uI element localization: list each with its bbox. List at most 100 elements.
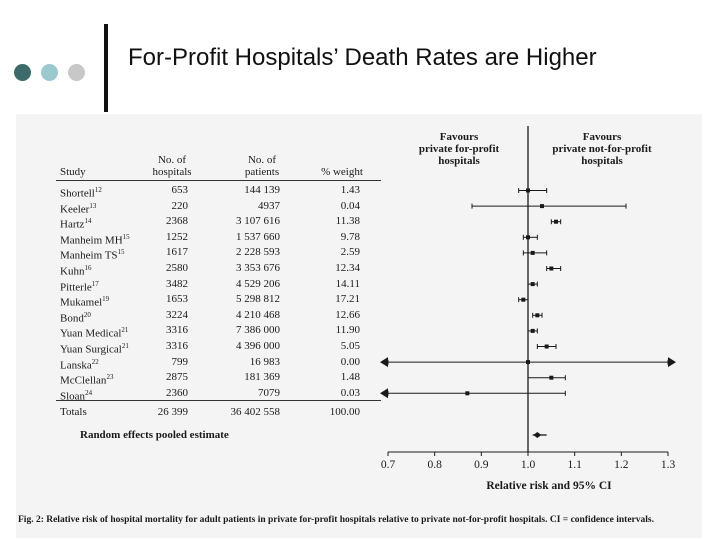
study-name: McClellan23	[60, 371, 113, 388]
study-name: Sloan24	[60, 387, 92, 404]
study-label: Keeler	[60, 203, 90, 216]
study-name: Keeler13	[60, 200, 96, 217]
point-estimate	[554, 219, 558, 224]
patients-value: 144 139	[244, 184, 280, 196]
point-estimate	[526, 188, 530, 193]
slide-title: For-Profit Hospitals’ Death Rates are Hi…	[128, 44, 597, 71]
weight-value: 11.90	[335, 324, 360, 337]
ci-arrow-left	[380, 357, 388, 368]
patients-value: 181 369	[244, 371, 280, 384]
study-ref: 14	[84, 217, 92, 226]
study-label: Mukamel	[60, 296, 103, 309]
x-tick-label: 1.1	[567, 459, 582, 471]
weight-value: 12.66	[335, 308, 360, 321]
caption-text: Relative risk of hospital mortality for …	[46, 515, 654, 525]
study-label: Manheim TS	[60, 250, 118, 263]
col-header-study: Study	[60, 166, 86, 178]
study-ref: 16	[84, 264, 92, 272]
hospitals-value: 3316	[166, 340, 188, 352]
x-axis-label: Relative risk and 95% CI	[486, 480, 612, 492]
hospitals-value: 2875	[166, 371, 188, 384]
study-name: Shortell12	[60, 184, 102, 201]
weight-value: 1.43	[340, 184, 360, 196]
point-estimate	[535, 313, 540, 318]
study-label: Yuan Surgical	[60, 343, 122, 356]
study-name: Bond20	[60, 309, 91, 326]
x-tick-label: 0.8	[427, 459, 442, 471]
weight-value: 12.34	[335, 262, 360, 274]
point-estimate	[544, 344, 549, 349]
study-ref: 24	[85, 388, 93, 397]
weight-value: 5.05	[340, 340, 360, 352]
weight-value: 0.04	[340, 199, 360, 212]
study-ref: 23	[106, 373, 114, 382]
study-label: Pitterle	[60, 281, 92, 294]
totals-patients: 36 402 558	[230, 406, 281, 418]
hospitals-value: 220	[171, 199, 189, 212]
study-ref: 20	[83, 310, 91, 319]
point-estimate	[530, 250, 535, 255]
forest-plot-figure: Study No. of hospitals No. of patients %…	[16, 114, 702, 538]
point-estimate	[526, 235, 530, 240]
hospitals-value: 2580	[166, 262, 188, 274]
point-estimate	[530, 328, 535, 333]
point-estimate	[549, 266, 554, 271]
ci-arrow-right	[668, 357, 676, 368]
study-label: Kuhn	[60, 265, 85, 278]
study-label: Bond	[60, 312, 84, 325]
study-label: Yuan Medical	[60, 328, 122, 341]
totals-weight: 100.00	[329, 406, 360, 418]
patients-value: 7 386 000	[236, 324, 280, 337]
weight-value: 2.59	[340, 246, 360, 259]
hospitals-value: 1252	[166, 230, 188, 243]
weight-value: 14.11	[335, 277, 360, 290]
point-estimate	[465, 391, 470, 396]
x-tick-label: 1.3	[661, 459, 676, 471]
weight-value: 11.38	[335, 215, 360, 228]
forest-plot: Favours private for-profit hospitals Favou…	[380, 126, 676, 492]
study-ref: 22	[91, 357, 99, 366]
hospitals-value: 3224	[166, 308, 188, 321]
weight-value: 17.21	[335, 293, 360, 306]
patients-value: 4 529 206	[236, 277, 280, 290]
weight-value: 9.78	[340, 230, 360, 243]
dot-light-blue	[41, 64, 58, 81]
patients-value: 7079	[258, 386, 280, 399]
patients-value: 3 107 616	[236, 215, 280, 228]
col-header-hospitals: No. of hospitals	[152, 154, 192, 178]
hospitals-value: 3482	[166, 277, 188, 290]
dot-dark	[14, 64, 31, 81]
patients-value: 3 353 676	[236, 262, 280, 274]
study-label: Sloan	[60, 390, 86, 403]
hospitals-value: 2360	[166, 386, 188, 399]
point-estimate	[530, 282, 535, 287]
caption-lead: Fig. 2:	[18, 515, 44, 525]
study-ref: 15	[122, 232, 130, 241]
point-estimate	[521, 297, 526, 302]
header-rule	[56, 180, 381, 181]
hospitals-value: 799	[171, 355, 189, 368]
study-ref: 13	[89, 201, 97, 210]
patients-value: 5 298 812	[236, 293, 280, 306]
study-name: Yuan Medical21	[60, 324, 128, 341]
title-divider	[104, 24, 108, 112]
hospitals-value: 653	[171, 184, 189, 196]
patients-value: 2 228 593	[236, 246, 280, 259]
favours-right-label: Favours private not-for-profit hospitals	[552, 131, 652, 167]
study-name: Kuhn16	[60, 262, 91, 279]
col-header-weight: % weight	[321, 166, 363, 178]
study-ref: 21	[121, 326, 129, 335]
study-ref: 21	[121, 342, 129, 350]
study-ref: 17	[91, 279, 99, 288]
patients-value: 16 983	[249, 355, 280, 368]
patients-value: 4937	[258, 199, 280, 212]
study-name: Pitterle17	[60, 278, 99, 295]
totals-label: Totals	[60, 406, 87, 418]
study-name: Manheim MH15	[60, 231, 130, 248]
hospitals-value: 3316	[166, 324, 188, 337]
study-name: Hartz14	[60, 215, 91, 232]
ci-arrow-left	[380, 388, 388, 399]
pooled-label: Random effects pooled estimate	[80, 429, 229, 441]
patients-value: 1 537 660	[236, 230, 280, 243]
study-ref: 12	[94, 186, 102, 194]
